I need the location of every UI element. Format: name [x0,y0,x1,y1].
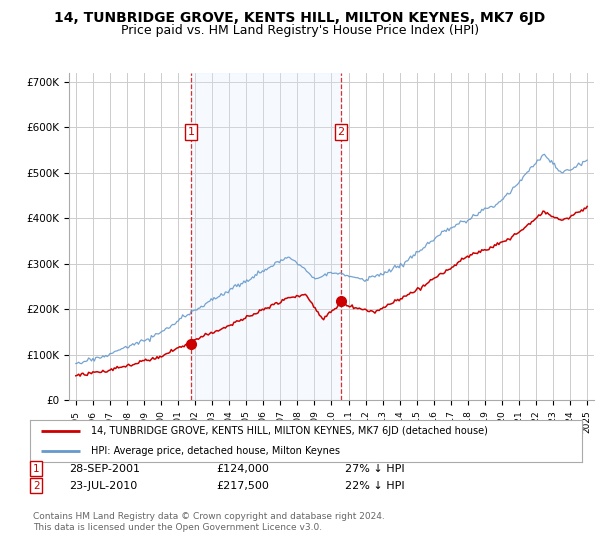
Text: £217,500: £217,500 [216,480,269,491]
Bar [191,73,341,400]
Text: Contains HM Land Registry data © Crown copyright and database right 2024.
This d: Contains HM Land Registry data © Crown c… [33,512,385,532]
Text: 14, TUNBRIDGE GROVE, KENTS HILL, MILTON KEYNES, MK7 6JD (detached house): 14, TUNBRIDGE GROVE, KENTS HILL, MILTON … [91,426,488,436]
Text: 1: 1 [33,464,40,474]
Text: 22% ↓ HPI: 22% ↓ HPI [345,480,404,491]
Text: 14, TUNBRIDGE GROVE, KENTS HILL, MILTON KEYNES, MK7 6JD: 14, TUNBRIDGE GROVE, KENTS HILL, MILTON … [55,11,545,25]
Text: 28-SEP-2001: 28-SEP-2001 [69,464,140,474]
Text: £124,000: £124,000 [216,464,269,474]
Text: 1: 1 [187,127,194,137]
Text: Price paid vs. HM Land Registry's House Price Index (HPI): Price paid vs. HM Land Registry's House … [121,24,479,37]
Text: 27% ↓ HPI: 27% ↓ HPI [345,464,404,474]
Text: 2: 2 [337,127,344,137]
Text: 2: 2 [33,480,40,491]
Text: HPI: Average price, detached house, Milton Keynes: HPI: Average price, detached house, Milt… [91,446,340,456]
Text: 23-JUL-2010: 23-JUL-2010 [69,480,137,491]
